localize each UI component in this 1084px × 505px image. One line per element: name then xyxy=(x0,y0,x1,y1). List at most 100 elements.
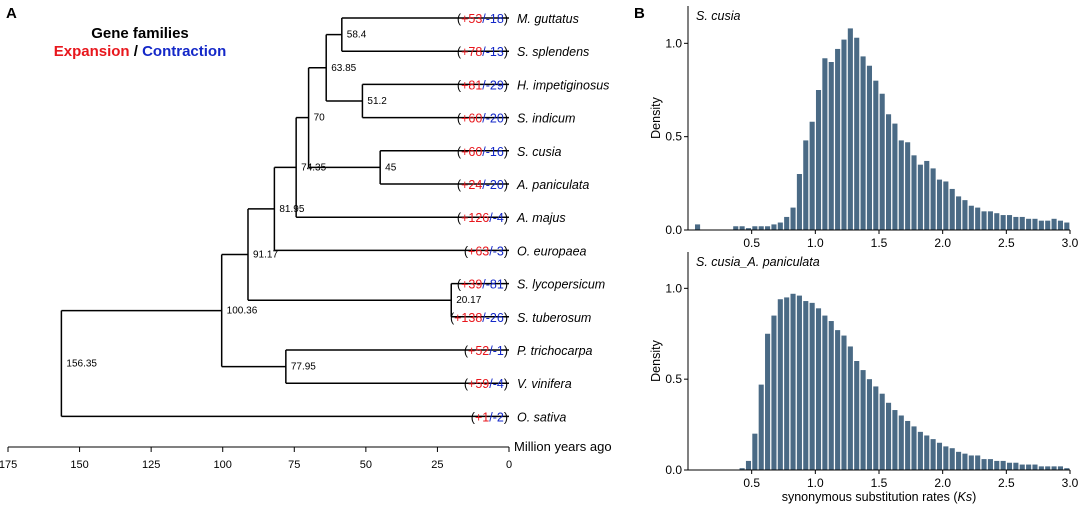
histogram-bar xyxy=(879,93,885,230)
paren-open: ( xyxy=(457,211,462,225)
paren-open: ( xyxy=(464,344,469,358)
x-tick-label: 2.0 xyxy=(934,476,951,490)
histogram-bar xyxy=(917,164,923,230)
paren-open: ( xyxy=(450,311,455,325)
x-tick-label: 2.0 xyxy=(934,236,951,250)
histogram-bar xyxy=(777,299,783,470)
histogram-bar xyxy=(796,295,802,470)
gene-family-change: (+1/-2) xyxy=(471,410,508,424)
expansion-count: +59 xyxy=(468,377,489,391)
histogram-bar xyxy=(784,216,790,230)
gene-family-change: (+126/-4) xyxy=(457,211,508,225)
taxon-name: S. lycopersicum xyxy=(517,278,605,292)
histogram-bar xyxy=(733,226,739,230)
histogram-bar xyxy=(1000,215,1006,230)
histogram-bar xyxy=(956,451,962,470)
y-tick-label: 1.0 xyxy=(665,281,682,295)
expansion-count: +126 xyxy=(461,211,489,225)
axis-title: Million years ago xyxy=(514,439,612,454)
gene-family-change: (+52/-1) xyxy=(464,344,508,358)
gene-family-change: (+59/-4) xyxy=(464,377,508,391)
x-tick-label: 1.5 xyxy=(871,476,888,490)
taxon-name: S. cusia xyxy=(517,145,562,159)
histogram-bar xyxy=(949,448,955,470)
histogram-bar xyxy=(758,384,764,470)
expansion-count: +60 xyxy=(461,145,482,159)
x-tick-label: 3.0 xyxy=(1062,476,1079,490)
node-age-label: 58.4 xyxy=(347,30,367,41)
paren-open: ( xyxy=(457,178,462,192)
histogram-bar xyxy=(994,213,1000,230)
histogram-bar xyxy=(873,386,879,470)
histogram-bar xyxy=(739,226,745,230)
paren-close: ) xyxy=(504,244,508,258)
gene-family-change: (+60/-20) xyxy=(457,112,508,126)
histogram-bar xyxy=(841,39,847,230)
axis-tick-label: 50 xyxy=(360,459,372,471)
histogram-bar xyxy=(1064,222,1070,230)
paren-open: ( xyxy=(464,244,469,258)
histogram-bar xyxy=(1006,215,1013,230)
phylogenetic-tree: 58.4 51.2 63.85 45 70 74.35 81.95 20.17 91.17 77.… xyxy=(60,12,609,424)
histogram-bar xyxy=(968,455,974,470)
histogram-bar xyxy=(886,402,892,470)
histogram-bar xyxy=(924,160,930,230)
taxon-name: H. impetiginosus xyxy=(517,78,609,92)
legend-contraction: Contraction xyxy=(142,43,226,60)
contraction-count: /-18 xyxy=(482,12,504,26)
histogram-bar xyxy=(981,459,987,470)
node-age-label: 91.17 xyxy=(253,250,278,261)
histogram-bar xyxy=(962,200,968,230)
x-axis-title-text: synonymous substitution rates ( xyxy=(782,490,959,504)
histogram-bar xyxy=(1051,218,1057,230)
histogram-bar xyxy=(860,56,866,231)
contraction-count: /-29 xyxy=(482,78,504,92)
paren-close: ) xyxy=(504,344,508,358)
paren-close: ) xyxy=(504,211,508,225)
histogram-bar xyxy=(866,379,872,470)
histogram-bar xyxy=(1045,466,1051,470)
histogram-bar xyxy=(784,297,790,470)
paren-close: ) xyxy=(504,78,508,92)
contraction-count: /-4 xyxy=(489,377,504,391)
histogram-bar xyxy=(866,65,872,230)
histogram-bar xyxy=(1000,460,1006,470)
histogram-bar xyxy=(987,211,993,230)
x-tick-label: 3.0 xyxy=(1062,236,1079,250)
histogram-bar xyxy=(1057,220,1063,230)
histogram-bar xyxy=(911,155,917,230)
node-age-label: 51.2 xyxy=(367,96,387,107)
taxon-name: A. majus xyxy=(516,211,566,225)
histogram-bar xyxy=(892,123,898,230)
paren-close: ) xyxy=(504,278,508,292)
histogram-bar xyxy=(1032,218,1038,230)
contraction-count: /-20 xyxy=(482,112,504,126)
y-tick-label: 0.0 xyxy=(665,463,682,477)
histogram-bar xyxy=(975,207,981,230)
node-age-label: 156.35 xyxy=(66,358,97,369)
histogram-bar xyxy=(771,224,777,230)
histogram-bar xyxy=(987,459,993,470)
paren-open: ( xyxy=(457,45,462,59)
histogram-bar xyxy=(873,80,879,231)
taxon-name: V. vinifera xyxy=(517,377,572,391)
node-age-label: 100.36 xyxy=(227,306,258,317)
histogram-bar xyxy=(796,174,802,230)
histogram-bar xyxy=(841,335,847,470)
node-age-label: 74.35 xyxy=(301,162,326,173)
node-age-label: 81.95 xyxy=(279,204,304,215)
y-axis-title: Density xyxy=(649,339,663,381)
histogram-bar xyxy=(1051,466,1057,470)
node-age-label: 70 xyxy=(314,113,326,124)
gene-family-change: (+81/-29) xyxy=(457,78,508,92)
histogram-bar xyxy=(828,62,834,230)
histogram-bar xyxy=(828,321,834,470)
paren-close: ) xyxy=(504,112,508,126)
axis-tick-label: 25 xyxy=(431,459,443,471)
axis-tick-label: 75 xyxy=(288,459,300,471)
taxon-name: P. trichocarpa xyxy=(517,344,593,358)
x-axis-title-ks: Ks xyxy=(958,490,973,504)
histogram-bar xyxy=(1013,462,1019,470)
contraction-count: /-3 xyxy=(489,244,504,258)
